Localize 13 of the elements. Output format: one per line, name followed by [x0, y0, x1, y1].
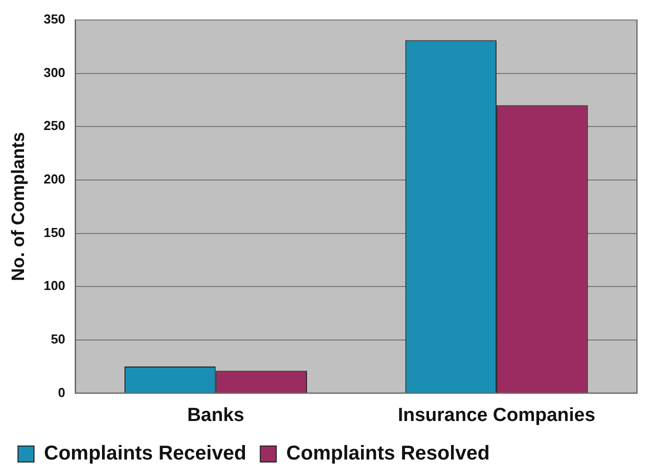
- legend-label: Complaints Received: [44, 442, 246, 465]
- x-tick-label: Insurance Companies: [398, 404, 596, 426]
- y-tick-label: 50: [50, 331, 66, 346]
- y-tick-label: 150: [44, 224, 66, 240]
- y-tick-label: 300: [44, 64, 66, 80]
- y-tick-label: 200: [44, 172, 66, 187]
- y-tick-label: 0: [58, 384, 66, 400]
- x-tick-label: Banks: [187, 404, 244, 426]
- y-axis-title: No. of Complants: [8, 132, 28, 282]
- legend-label: Complaints Resolved: [286, 442, 490, 465]
- y-tick-label: 250: [44, 118, 66, 134]
- y-tick-label: 350: [44, 12, 66, 27]
- y-tick-label: 100: [44, 278, 66, 294]
